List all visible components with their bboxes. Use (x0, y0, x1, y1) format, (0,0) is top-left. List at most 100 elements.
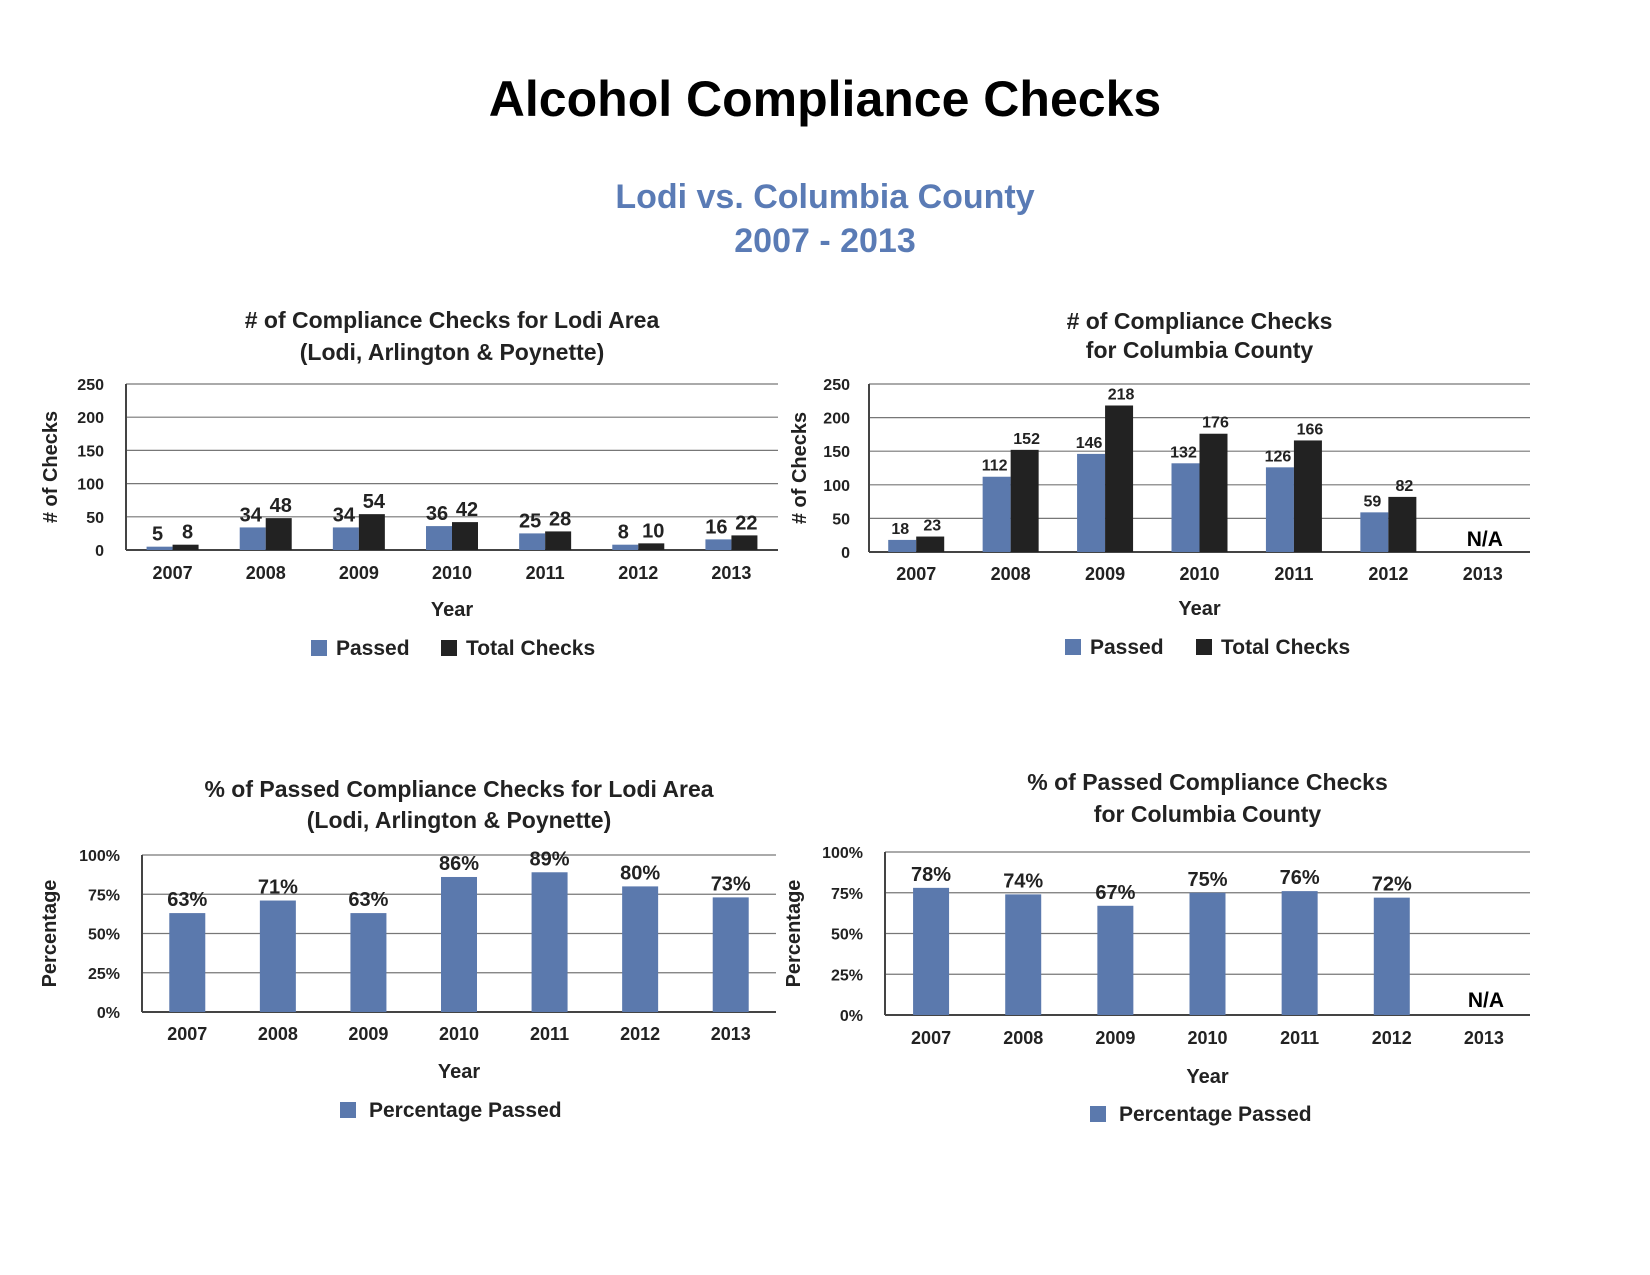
y-tick-label: 0 (95, 543, 104, 560)
data-label-passed: 25 (519, 510, 541, 532)
data-label-percentage: 74% (1003, 870, 1043, 892)
x-tick-label: 2010 (1179, 564, 1219, 584)
legend-swatch (1196, 639, 1212, 655)
bar-percentage (1097, 905, 1134, 1015)
data-label-passed: 36 (426, 503, 448, 525)
legend-label: Total Checks (466, 637, 595, 660)
x-tick-label: 2011 (526, 563, 565, 583)
x-tick-label: 2008 (1003, 1028, 1043, 1048)
data-label-total: 23 (923, 518, 941, 535)
x-tick-label: 2012 (620, 1024, 660, 1044)
x-tick-label: 2010 (432, 563, 472, 583)
bar-total (265, 518, 292, 550)
chart-title: # of Compliance Checks (1067, 308, 1333, 334)
legend-swatch (1065, 639, 1081, 655)
bar-passed (1171, 463, 1200, 552)
data-label-percentage: 71% (258, 877, 298, 899)
x-axis-label: Year (1178, 598, 1220, 620)
bar-passed (705, 539, 732, 550)
data-label-passed: 8 (618, 522, 629, 544)
page-title: Alcohol Compliance Checks (488, 71, 1162, 127)
y-tick-label: 0 (841, 545, 850, 562)
legend-swatch (441, 640, 457, 656)
bar-percentage (259, 900, 296, 1012)
x-tick-label: 2012 (1372, 1028, 1412, 1048)
bar-percentage (169, 913, 206, 1012)
data-label-percentage: 80% (620, 862, 660, 884)
legend-label: Passed (1090, 636, 1164, 659)
bar-total (1388, 496, 1417, 552)
x-tick-label: 2008 (246, 563, 286, 583)
bar-percentage (1281, 891, 1318, 1015)
x-tick-label: 2013 (711, 563, 751, 583)
bar-percentage (1189, 892, 1226, 1015)
x-tick-label: 2010 (1187, 1028, 1227, 1048)
y-tick-label: 100 (823, 478, 850, 495)
bar-percentage (913, 887, 950, 1015)
bar-passed (332, 527, 359, 550)
y-axis-label: Percentage (783, 880, 805, 988)
page-subtitle-years: 2007 - 2013 (734, 222, 916, 260)
data-label-passed: 146 (1076, 435, 1103, 452)
data-label-passed: 34 (240, 504, 263, 526)
x-axis-label: Year (431, 599, 473, 621)
data-label-passed: 59 (1363, 493, 1381, 510)
y-tick-label: 75% (88, 887, 120, 904)
data-label-passed: 16 (705, 516, 727, 538)
y-tick-label: 150 (823, 444, 850, 461)
y-tick-label: 250 (823, 377, 850, 394)
data-label-total: 176 (1202, 415, 1229, 432)
data-label-percentage: 67% (1095, 882, 1135, 904)
na-annotation: N/A (1467, 528, 1503, 551)
data-label-percentage: 86% (439, 853, 479, 875)
legend-swatch (311, 640, 327, 656)
bar-percentage (712, 897, 749, 1012)
data-label-percentage: 63% (167, 889, 207, 911)
bar-passed (888, 539, 917, 552)
data-label-percentage: 89% (530, 848, 570, 870)
y-tick-label: 50 (86, 510, 104, 527)
data-label-passed: 34 (333, 504, 356, 526)
bar-percentage (350, 913, 387, 1012)
x-axis-label: Year (1186, 1066, 1228, 1088)
bar-total (1293, 440, 1322, 552)
y-tick-label: 25% (88, 966, 120, 983)
data-label-total: 42 (456, 499, 478, 521)
x-tick-label: 2013 (1464, 1028, 1504, 1048)
bar-total (731, 535, 758, 550)
data-label-percentage: 75% (1187, 869, 1227, 891)
bar-passed (239, 527, 266, 550)
chart-title: for Columbia County (1086, 337, 1314, 363)
bar-passed (1360, 512, 1389, 552)
data-label-total: 10 (642, 520, 664, 542)
data-label-total: 82 (1395, 478, 1413, 495)
bar-total (1199, 433, 1228, 552)
bar-percentage (531, 872, 568, 1012)
y-tick-label: 100% (79, 848, 120, 865)
bar-percentage (1005, 894, 1042, 1015)
chart-title: (Lodi, Arlington & Poynette) (307, 807, 612, 833)
data-label-total: 152 (1013, 431, 1040, 448)
x-tick-label: 2007 (167, 1024, 207, 1044)
data-label-total: 54 (363, 491, 386, 513)
bar-passed (612, 544, 639, 550)
data-label-total: 218 (1108, 387, 1135, 404)
bar-passed (426, 526, 452, 550)
bar-percentage (441, 876, 477, 1012)
x-tick-label: 2013 (1463, 564, 1503, 584)
x-tick-label: 2009 (348, 1024, 388, 1044)
bar-passed (146, 546, 173, 550)
bar-total (1105, 405, 1134, 552)
bar-passed (1077, 453, 1106, 552)
bar-total (358, 514, 385, 550)
bar-total (916, 536, 945, 552)
data-label-total: 22 (735, 512, 757, 534)
x-tick-label: 2011 (1274, 564, 1313, 584)
data-label-passed: 126 (1265, 448, 1292, 465)
legend-swatch (1090, 1106, 1106, 1122)
x-tick-label: 2008 (991, 564, 1031, 584)
bar-total (545, 531, 572, 550)
x-tick-label: 2007 (911, 1028, 951, 1048)
chart-title: # of Compliance Checks for Lodi Area (245, 307, 660, 333)
chart-columbia-percent: % of Passed Compliance Checks for Columbi… (783, 769, 1530, 1126)
